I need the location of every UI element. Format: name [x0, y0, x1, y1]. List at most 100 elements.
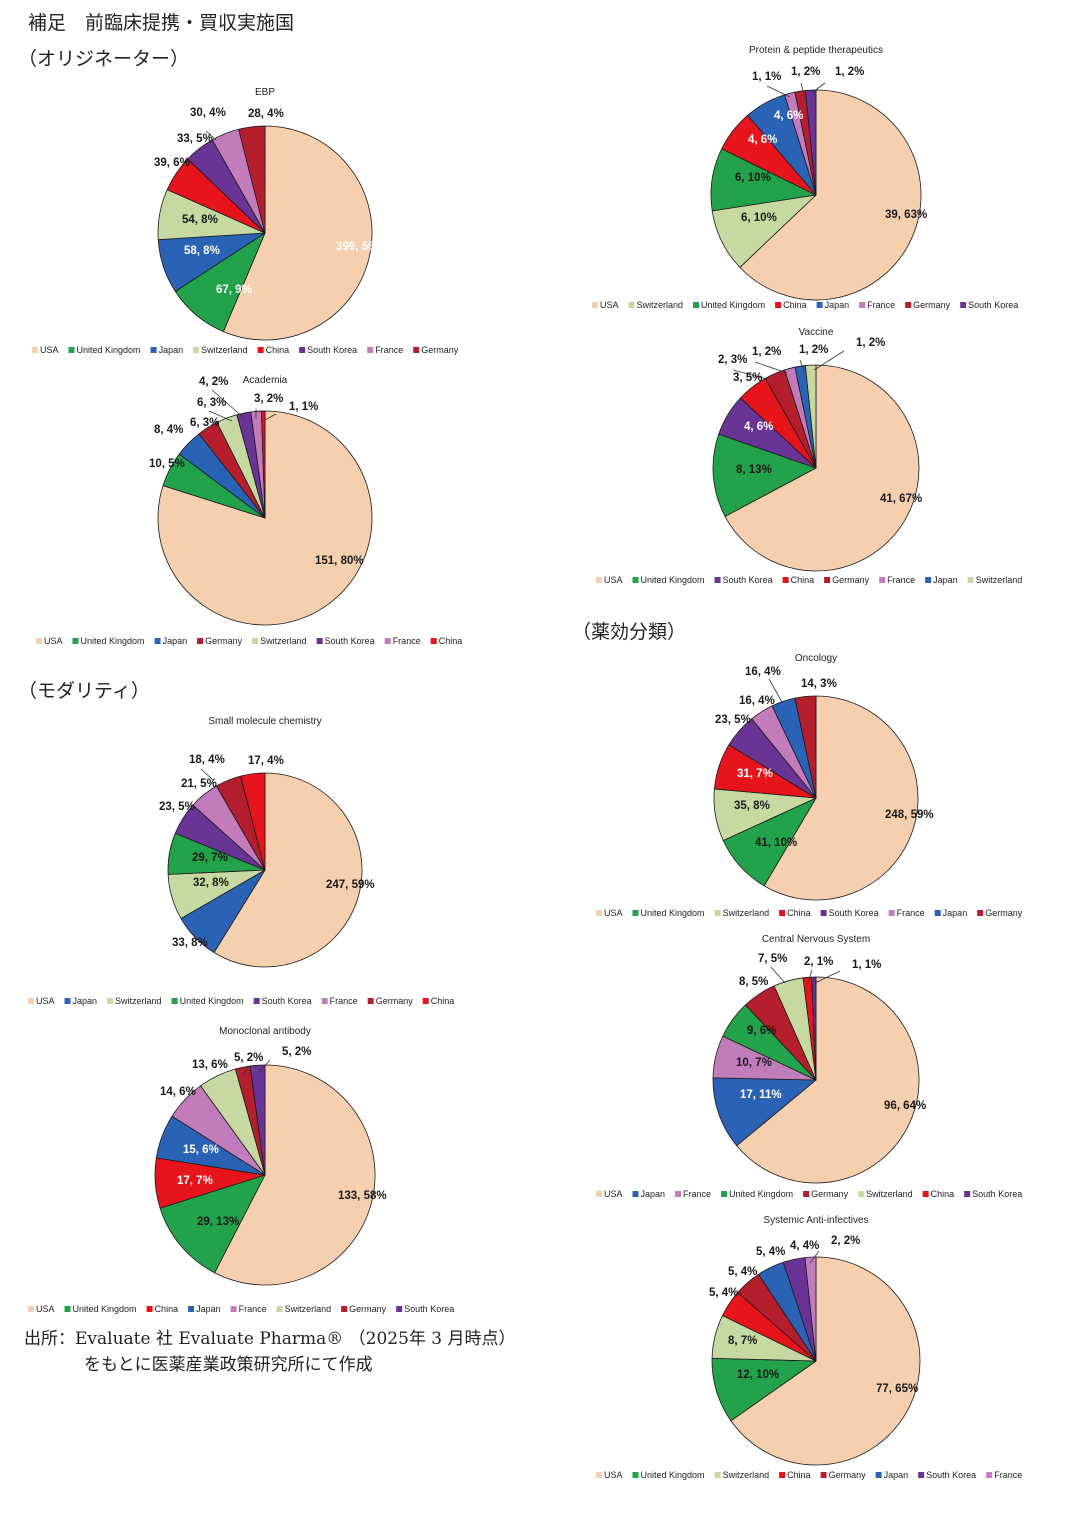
legend-item-germany: Germany	[824, 575, 870, 585]
legend-label: United Kingdom	[81, 636, 145, 646]
pie-slice-usa	[157, 410, 373, 626]
legend-item-japan: Japan	[154, 636, 187, 646]
legend-label: France	[683, 1189, 711, 1199]
legend-item-japan: Japan	[934, 908, 967, 918]
legend-item-south-korea: South Korea	[964, 1189, 1022, 1199]
pie-slice-usa	[730, 1256, 921, 1466]
legend-swatch	[253, 998, 260, 1004]
legend-swatch	[879, 577, 886, 583]
legend-swatch	[925, 577, 932, 583]
leader-line-japan	[799, 359, 805, 372]
data-label-germany: 1, 2%	[791, 66, 820, 78]
pie-slice-united-kingdom	[159, 1174, 266, 1274]
legend-label: China	[931, 1189, 955, 1199]
data-label-switzerland: 32, 8%	[193, 877, 229, 889]
legend-label: South Korea	[723, 575, 773, 585]
legend-label: France	[897, 908, 925, 918]
legend-swatch	[188, 1306, 195, 1312]
legend-item-china: China	[257, 345, 289, 355]
chart-title: Oncology	[795, 653, 837, 664]
data-label-switzerland: 6, 10%	[741, 212, 777, 224]
data-label-germany: 5, 4%	[728, 1266, 757, 1278]
chart-title: EBP	[255, 87, 275, 98]
data-label-germany: 28, 4%	[248, 108, 284, 120]
data-label-united-kingdom: 29, 13%	[197, 1216, 239, 1228]
legend-item-china: China	[146, 1304, 178, 1314]
data-label-united-kingdom: 67, 9%	[216, 284, 252, 296]
legend-swatch	[779, 910, 786, 916]
legend-item-switzerland: Switzerland	[628, 300, 683, 310]
chart-title: Academia	[243, 375, 288, 386]
legend-item-france: France	[367, 345, 403, 355]
legend-swatch	[384, 638, 391, 644]
legend-label: South Korea	[829, 908, 879, 918]
data-label-japan: 17, 11%	[740, 1089, 782, 1101]
legend-item-united-kingdom: United Kingdom	[693, 300, 765, 310]
pie-slice-germany	[794, 695, 817, 799]
legend-label: Japan	[196, 1304, 221, 1314]
data-label-usa: 96, 64%	[884, 1100, 926, 1112]
leader-line-germany	[800, 82, 804, 92]
legend-item-china: China	[922, 1189, 955, 1199]
legend-label: Japan	[641, 1189, 666, 1199]
legend-swatch	[820, 910, 827, 916]
legend-label: USA	[40, 345, 59, 355]
legend-item-china: China	[779, 1470, 811, 1480]
data-label-south-korea: 23, 5%	[159, 801, 195, 813]
data-label-south-korea: 1, 1%	[852, 959, 881, 971]
data-label-france: 3, 2%	[254, 393, 283, 405]
legend-label: United Kingdom	[77, 345, 141, 355]
legend-swatch	[413, 347, 420, 353]
legend-label: Switzerland	[201, 345, 248, 355]
legend-item-germany: Germany	[905, 300, 951, 310]
pie-slice-china	[240, 772, 266, 871]
pie-slice-usa	[213, 772, 363, 968]
leader-line-switzerland	[770, 966, 786, 984]
legend-label: Germany	[829, 1470, 867, 1480]
legend-item-germany: Germany	[820, 1470, 867, 1480]
data-label-usa: 39, 63%	[885, 209, 927, 221]
pie-slice-usa	[763, 695, 919, 901]
legend-item-japan: Japan	[875, 1470, 908, 1480]
legend-item-france: France	[321, 996, 358, 1006]
legend-swatch	[596, 1191, 602, 1197]
data-label-switzerland: 8, 7%	[728, 1335, 757, 1347]
legend-swatch	[675, 1191, 682, 1197]
legend-label: Germany	[913, 300, 951, 310]
legend-label: Switzerland	[976, 575, 1023, 585]
legend-item-germany: Germany	[977, 908, 1023, 918]
legend-swatch	[146, 1306, 153, 1312]
section-heading-modality: （モダリティ）	[18, 680, 150, 702]
source-line-1: 出所：Evaluate 社 Evaluate Pharma® （2025年 3 …	[24, 1329, 516, 1349]
legend-item-south-korea: South Korea	[960, 300, 1018, 310]
legend-swatch	[422, 998, 429, 1004]
legend-swatch	[714, 1472, 721, 1478]
data-label-japan: 16, 4%	[745, 666, 781, 678]
legend-swatch	[341, 1306, 348, 1312]
legend-item-united-kingdom: United Kingdom	[64, 1304, 137, 1314]
data-label-japan: 58, 8%	[184, 245, 220, 257]
data-label-south-korea: 4, 4%	[790, 1240, 819, 1252]
legend-label: USA	[36, 996, 55, 1006]
legend-item-germany: Germany	[341, 1304, 387, 1314]
legend-label: South Korea	[307, 345, 357, 355]
legend-label: USA	[36, 1304, 55, 1314]
legend-swatch	[918, 1472, 925, 1478]
legend-item-united-kingdom: United Kingdom	[632, 1470, 705, 1480]
data-label-china: 4, 6%	[748, 134, 777, 146]
pie-slice-south-korea	[811, 976, 817, 1081]
data-label-usa: 151, 80%	[315, 555, 364, 567]
chart-title: Vaccine	[799, 327, 834, 338]
legend-item-france: France	[859, 300, 895, 310]
legend-swatch	[721, 1191, 728, 1197]
legend-label: Germany	[349, 1304, 387, 1314]
legend-swatch	[367, 347, 374, 353]
data-label-switzerland: 7, 5%	[758, 953, 787, 965]
legend-item-switzerland: Switzerland	[107, 996, 162, 1006]
legend-swatch	[922, 1191, 929, 1197]
pie-slice-united-kingdom	[712, 433, 817, 517]
data-label-switzerland: 1, 2%	[856, 337, 885, 349]
pie-chart-cns: Central Nervous System 96, 64% 17, 11% 10, …	[596, 934, 1022, 1199]
legend-swatch	[197, 638, 204, 644]
